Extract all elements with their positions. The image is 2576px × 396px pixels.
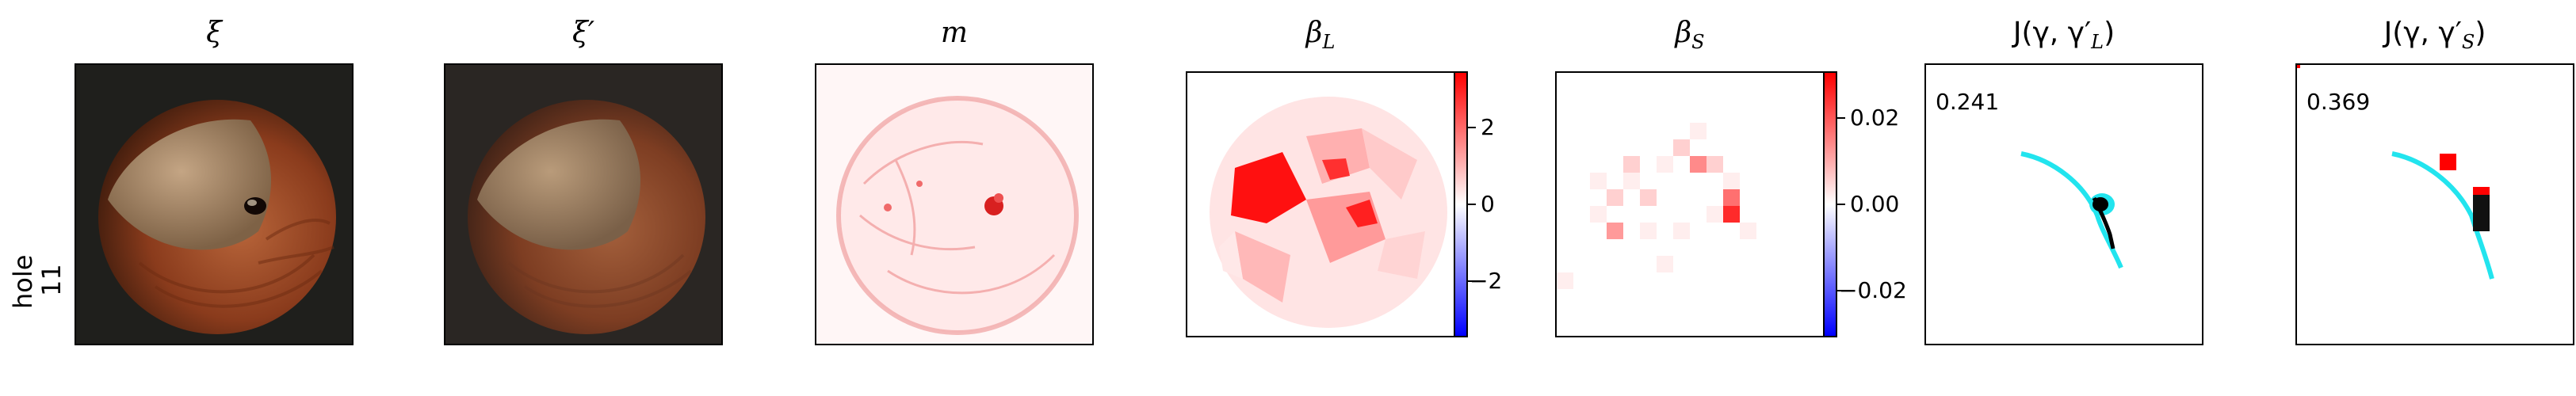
difference-map-graphic: [816, 65, 1092, 344]
row-label-index: 11: [36, 264, 67, 296]
colorbar-beta-S-tick-mark: [1837, 290, 1845, 291]
image-beta-S: [1555, 71, 1825, 337]
colorbar-beta-S-tick: 0.02: [1850, 105, 1900, 131]
colorbar-beta-L-tick-mark: [1468, 204, 1476, 205]
jaccard-S-overlay-graphic: [2297, 65, 2573, 344]
image-jaccard-S: [2295, 63, 2574, 345]
panel-title-jaccard-S: J(γ, γ′S): [2383, 17, 2486, 54]
colorbar-beta-L-tick: −2: [1470, 268, 1503, 294]
panel-title-jaccard-L: J(γ, γ′L): [2012, 17, 2115, 54]
beta-S-heatmap-graphic: [1557, 73, 1823, 336]
jaccard-S-score: 0.369: [2307, 89, 2371, 115]
colorbar-beta-L-tick-mark: [1468, 127, 1476, 128]
panel-title-beta-S: βS: [1675, 17, 1705, 54]
colorbar-beta-S-tick-mark: [1837, 204, 1845, 205]
image-xi: [75, 63, 354, 345]
colorbar-beta-S-tick-mark: [1837, 117, 1845, 119]
colorbar-beta-L-tick: 2: [1481, 114, 1495, 140]
beta-L-heatmap-graphic: [1187, 73, 1454, 336]
panel-title-xi: ξ: [206, 17, 222, 49]
image-jaccard-L: [1924, 63, 2203, 345]
hazelnut-reconstruction-graphic: [445, 65, 721, 344]
row-label-category: hole: [8, 254, 38, 309]
row-label: hole 11: [0, 214, 67, 309]
panel-title-m: m: [940, 17, 969, 49]
colorbar-beta-L: [1454, 71, 1468, 337]
image-xi-prime: [444, 63, 723, 345]
colorbar-beta-L-tick-mark: [1468, 280, 1476, 282]
colorbar-beta-S-tick: 0.00: [1850, 191, 1900, 217]
panel-title-beta-L: βL: [1305, 17, 1336, 54]
colorbar-beta-S: [1823, 71, 1837, 337]
jaccard-L-score: 0.241: [1936, 89, 2000, 115]
colorbar-beta-L-tick: 0: [1481, 191, 1495, 217]
colorbar-beta-S-tick: −0.02: [1839, 277, 1907, 303]
image-m: [815, 63, 1094, 345]
hazelnut-original-graphic: [76, 65, 352, 344]
image-beta-L: [1186, 71, 1455, 337]
panel-title-xi-prime: ξ′: [571, 17, 594, 49]
jaccard-L-overlay-graphic: [1926, 65, 2202, 344]
